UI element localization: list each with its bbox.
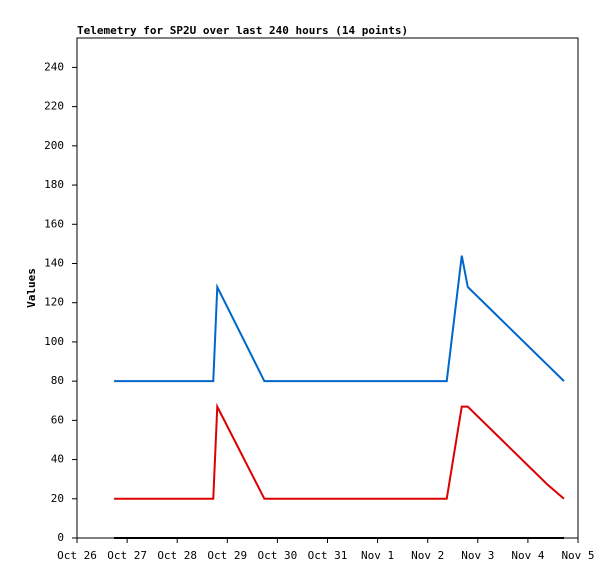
x-tick-label: Nov 3 <box>461 549 494 562</box>
x-tick-label: Oct 29 <box>207 549 247 562</box>
y-tick-label: 80 <box>51 374 64 387</box>
series-line <box>114 402 565 500</box>
x-tick-label: Oct 26 <box>57 549 97 562</box>
chart-title: Telemetry for SP2U over last 240 hours (… <box>77 24 408 37</box>
y-tick-label: 120 <box>44 296 64 309</box>
y-tick-label: 160 <box>44 217 64 230</box>
y-tick-label: 20 <box>51 492 64 505</box>
y-tick-label: 240 <box>44 60 64 73</box>
x-tick-label: Oct 28 <box>157 549 197 562</box>
y-tick-label: 140 <box>44 256 64 269</box>
y-tick-label: 40 <box>51 453 64 466</box>
y-axis-label: Values <box>25 268 38 308</box>
x-tick-label: Oct 27 <box>107 549 147 562</box>
series-line <box>114 255 565 383</box>
y-tick-label: 60 <box>51 413 64 426</box>
x-tick-label: Oct 31 <box>308 549 348 562</box>
x-tick-label: Nov 5 <box>561 549 594 562</box>
y-tick-label: 100 <box>44 335 64 348</box>
x-tick-label: Nov 1 <box>361 549 394 562</box>
y-tick-label: 0 <box>57 531 64 544</box>
x-tick-label: Oct 30 <box>258 549 298 562</box>
y-tick-label: 180 <box>44 178 64 191</box>
y-tick-label: 200 <box>44 139 64 152</box>
x-tick-label: Nov 4 <box>511 549 544 562</box>
x-tick-label: Nov 2 <box>411 549 444 562</box>
plot-frame <box>76 37 579 539</box>
y-tick-label: 220 <box>44 100 64 113</box>
